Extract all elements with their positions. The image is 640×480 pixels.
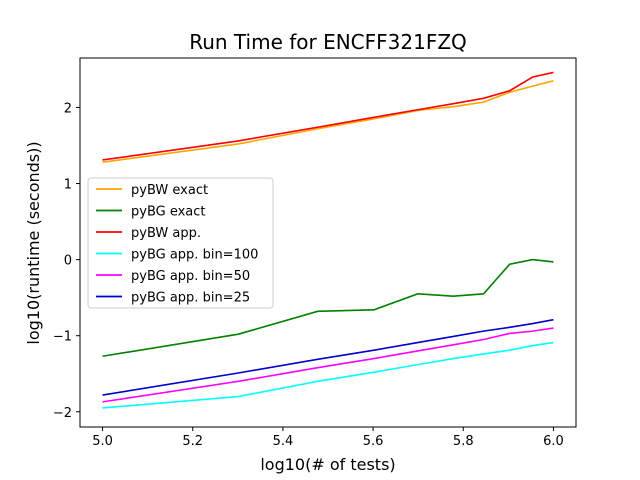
series-line-5 [102,318,554,396]
y-tick-label-1: −1 [53,330,72,345]
legend: pyBW exact pyBG exact pyBW app. pyBG app. b… [87,177,274,309]
legend-label-0: pyBW exact [131,183,208,198]
y-tick-label-2: 0 [64,254,72,269]
chart-title: Run Time for ENCFF321FZQ [189,30,467,54]
ticks-layer: 5.0 5.2 5.4 5.6 5.8 6.0 −2 −1 0 1 2 [53,101,564,449]
plot-frame [79,57,577,428]
y-tick-label-4: 2 [64,101,72,116]
legend-box [87,177,274,309]
x-tick-label-1: 5.2 [182,434,203,449]
y-axis-label: log10(runtime (seconds)) [24,141,43,344]
series-line-1 [102,258,554,358]
legend-label-3: pyBG app. bin=100 [131,248,258,263]
x-tick-label-5: 6.0 [543,434,564,449]
series-line-3 [102,341,554,409]
x-tick-label-4: 5.8 [453,434,474,449]
series-layer [102,71,554,409]
legend-label-4: pyBG app. bin=50 [131,269,250,284]
x-axis-label: log10(# of tests) [260,455,395,474]
series-line-0 [102,80,554,164]
x-tick-label-3: 5.6 [363,434,384,449]
series-line-4 [102,327,554,403]
x-tick-label-2: 5.4 [273,434,294,449]
y-tick-label-3: 1 [64,178,72,193]
x-tick-label-0: 5.0 [92,434,113,449]
legend-label-1: pyBG exact [131,205,206,220]
series-line-2 [102,71,554,161]
legend-label-5: pyBG app. bin=25 [131,291,250,306]
legend-label-2: pyBW app. [131,226,201,241]
y-tick-label-0: −2 [53,406,72,421]
